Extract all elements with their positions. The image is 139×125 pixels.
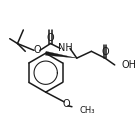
Text: NH: NH [58, 43, 73, 53]
Polygon shape [45, 51, 77, 58]
Text: OH: OH [121, 60, 136, 70]
Text: O: O [33, 45, 41, 55]
Text: O: O [101, 47, 109, 57]
Text: O: O [62, 99, 70, 109]
Text: CH₃: CH₃ [80, 106, 95, 115]
Text: O: O [47, 33, 54, 43]
